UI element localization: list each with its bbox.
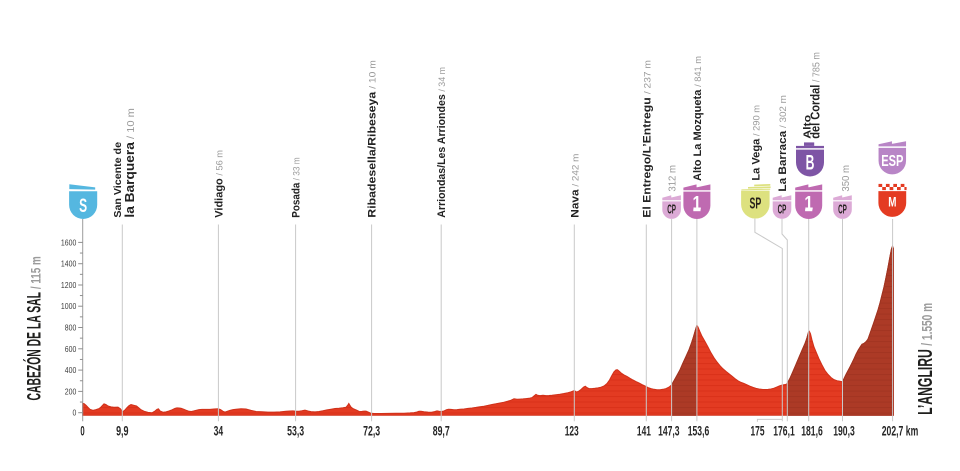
svg-text:ESP: ESP: [881, 152, 903, 169]
svg-text:la Barquera: la Barquera: [123, 141, 137, 217]
svg-text:La Barraca: La Barraca: [777, 130, 789, 191]
svg-text:CP: CP: [838, 203, 847, 217]
svg-text:M: M: [888, 194, 896, 210]
svg-text:176,1: 176,1: [773, 425, 794, 439]
svg-text:del Cordal: del Cordal: [808, 85, 823, 139]
svg-text:CABEZÓN DE LA SAL: CABEZÓN DE LA SAL: [23, 292, 45, 400]
svg-text:/ 237 m: / 237 m: [643, 60, 654, 97]
svg-text:190,3: 190,3: [833, 425, 854, 439]
svg-text:S: S: [79, 195, 87, 217]
svg-text:CP: CP: [778, 203, 787, 217]
svg-text:San Vicente de: San Vicente de: [113, 142, 124, 218]
svg-text:1: 1: [693, 192, 702, 214]
svg-text:Ribadesella/Ribeseya: Ribadesella/Ribeseya: [366, 91, 378, 217]
svg-text:/ 302 m: / 302 m: [778, 95, 789, 131]
svg-text:/ 242 m: / 242 m: [571, 154, 582, 190]
svg-text:/ 10 m: / 10 m: [368, 60, 378, 92]
svg-text:La Vega: La Vega: [750, 138, 762, 181]
svg-text:175: 175: [750, 425, 764, 439]
svg-text:600: 600: [65, 344, 77, 354]
svg-text:/ 841 m: / 841 m: [693, 56, 703, 90]
svg-text:CP: CP: [667, 203, 676, 217]
svg-text:/ 10 m: / 10 m: [125, 108, 136, 142]
svg-text:1000: 1000: [61, 302, 76, 312]
svg-text:0: 0: [72, 408, 76, 418]
svg-text:/ 115 m: / 115 m: [28, 256, 44, 289]
svg-text:1: 1: [804, 192, 813, 214]
svg-text:141: 141: [637, 425, 651, 439]
svg-text:72,3: 72,3: [363, 425, 380, 439]
svg-text:Arriondas/Les Arriondes: Arriondas/Les Arriondes: [436, 94, 448, 217]
svg-text:89,7: 89,7: [433, 425, 450, 439]
svg-text:SP: SP: [749, 194, 761, 213]
svg-text:123: 123: [565, 425, 579, 439]
svg-text:/ 34 m: / 34 m: [437, 67, 447, 94]
svg-text:Posada: Posada: [290, 183, 303, 218]
svg-text:/ 33 m: / 33 m: [291, 157, 302, 182]
svg-text:1600: 1600: [61, 238, 76, 248]
svg-text:/ 56 m: / 56 m: [214, 150, 224, 178]
svg-text:B: B: [806, 150, 815, 174]
svg-text:312 m: 312 m: [667, 165, 678, 192]
svg-text:202,7 km: 202,7 km: [882, 425, 918, 439]
svg-text:Alto La Mozqueta: Alto La Mozqueta: [692, 89, 704, 181]
svg-text:0: 0: [80, 425, 84, 440]
svg-text:Alto: Alto: [802, 115, 813, 139]
svg-text:El Entrego/L’Entregu: El Entrego/L’Entregu: [641, 97, 653, 217]
svg-text:200: 200: [65, 387, 77, 397]
svg-text:153,6: 153,6: [688, 425, 709, 439]
svg-text:53,3: 53,3: [287, 425, 304, 439]
svg-text:1200: 1200: [61, 280, 76, 290]
svg-text:/ 1.550 m: / 1.550 m: [919, 303, 935, 346]
svg-text:800: 800: [65, 323, 77, 333]
svg-text:147,3: 147,3: [658, 425, 679, 439]
svg-text:1400: 1400: [61, 259, 76, 269]
svg-text:9,9: 9,9: [116, 425, 128, 439]
svg-text:L’ANGLIRU: L’ANGLIRU: [914, 349, 937, 415]
svg-text:Vidiago: Vidiago: [213, 178, 225, 218]
svg-text:/ 785 m: / 785 m: [811, 52, 823, 84]
svg-text:34: 34: [214, 425, 224, 439]
svg-text:/ 290 m: / 290 m: [751, 105, 761, 139]
svg-text:400: 400: [65, 366, 77, 376]
svg-text:181,6: 181,6: [801, 425, 822, 439]
svg-text:Nava: Nava: [570, 189, 582, 218]
svg-text:350 m: 350 m: [841, 165, 852, 192]
